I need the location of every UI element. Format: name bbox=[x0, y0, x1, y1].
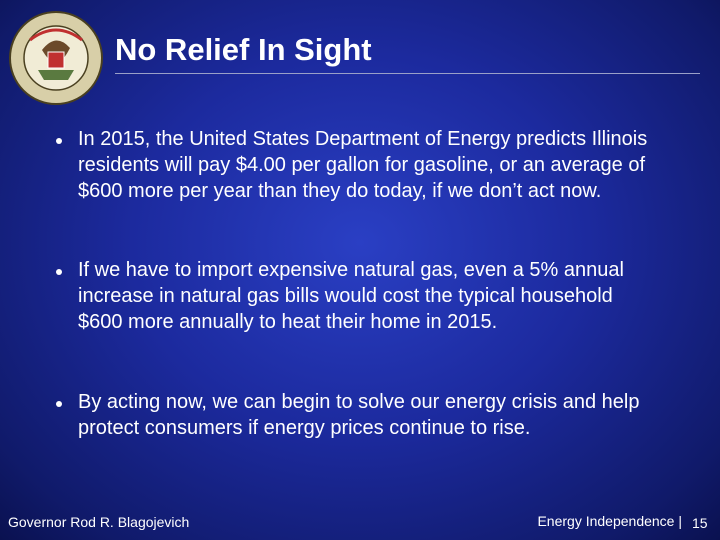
bullet-marker bbox=[56, 138, 62, 144]
bullet-marker bbox=[56, 269, 62, 275]
footer-author: Governor Rod R. Blagojevich bbox=[8, 514, 190, 530]
bullet-text: If we have to import expensive natural g… bbox=[78, 259, 624, 333]
state-seal bbox=[9, 11, 103, 105]
bullet-text: By acting now, we can begin to solve our… bbox=[78, 391, 640, 439]
title-rule bbox=[115, 73, 700, 74]
slide-title: No Relief In Sight bbox=[115, 32, 372, 67]
footer-section: Energy Independence | bbox=[537, 513, 682, 529]
bullet-text: In 2015, the United States Department of… bbox=[78, 128, 648, 202]
bullet-marker bbox=[56, 401, 62, 407]
page-number: 15 bbox=[692, 515, 708, 531]
